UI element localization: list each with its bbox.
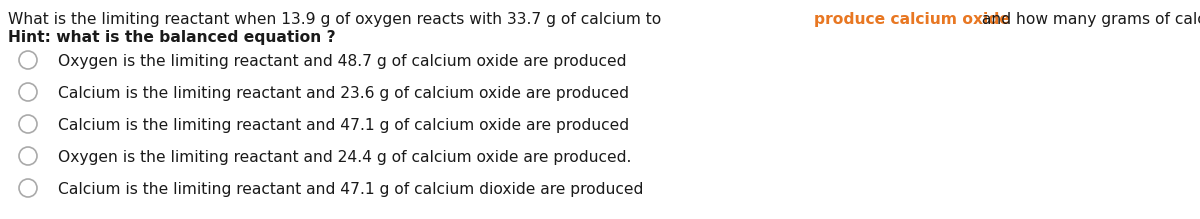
Text: Calcium is the limiting reactant and 23.6 g of calcium oxide are produced: Calcium is the limiting reactant and 23.… <box>58 86 629 101</box>
Text: and how many grams of calcium oxide are produced?: and how many grams of calcium oxide are … <box>977 12 1200 27</box>
Text: Oxygen is the limiting reactant and 24.4 g of calcium oxide are produced.: Oxygen is the limiting reactant and 24.4… <box>58 150 631 165</box>
Text: Calcium is the limiting reactant and 47.1 g of calcium oxide are produced: Calcium is the limiting reactant and 47.… <box>58 118 629 133</box>
Text: Hint: what is the balanced equation ?: Hint: what is the balanced equation ? <box>8 30 336 45</box>
Text: Oxygen is the limiting reactant and 48.7 g of calcium oxide are produced: Oxygen is the limiting reactant and 48.7… <box>58 54 626 69</box>
Text: Calcium is the limiting reactant and 47.1 g of calcium dioxide are produced: Calcium is the limiting reactant and 47.… <box>58 182 643 197</box>
Text: What is the limiting reactant when 13.9 g of oxygen reacts with 33.7 g of calciu: What is the limiting reactant when 13.9 … <box>8 12 666 27</box>
Text: produce calcium oxide: produce calcium oxide <box>815 12 1010 27</box>
